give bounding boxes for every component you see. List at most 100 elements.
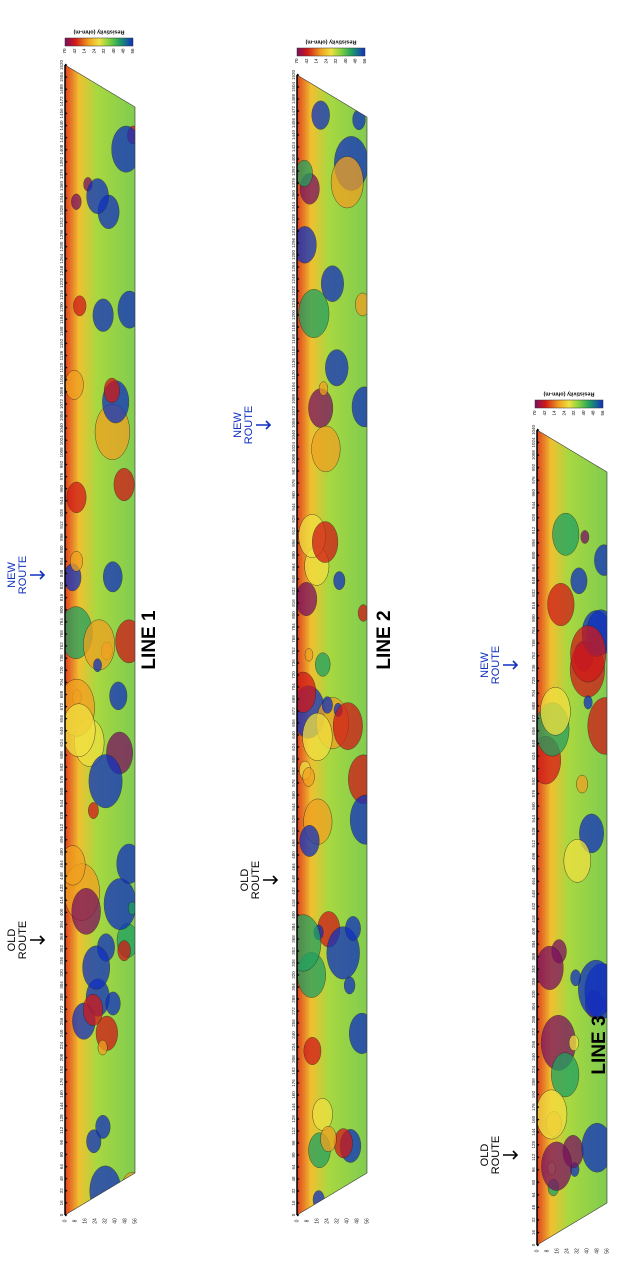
distance-tick-label: 928	[291, 515, 296, 523]
distance-tick-label: 432	[59, 884, 64, 892]
electrode	[297, 241, 300, 245]
distance-tick-label: 304	[59, 981, 64, 989]
distance-tick-label: 176	[291, 1079, 296, 1087]
distance-tick-label: 624	[291, 743, 296, 751]
distance-tick-label: 1248	[59, 265, 64, 276]
electrode	[297, 661, 300, 665]
electrode	[537, 1005, 540, 1009]
electrode	[65, 75, 68, 79]
anomaly	[92, 298, 114, 332]
electrode	[537, 1042, 540, 1046]
distance-tick-label: 112	[531, 1153, 536, 1161]
electrode	[297, 565, 300, 569]
anomaly	[580, 530, 590, 544]
electrode	[537, 829, 540, 833]
distance-tick-label: 832	[291, 587, 296, 595]
electrode	[65, 729, 68, 733]
colorbar-tick-label: 14	[552, 410, 557, 416]
distance-tick-label: 1200	[291, 309, 296, 320]
depth-tick-label: 32	[102, 1218, 108, 1224]
distance-tick-label: 432	[531, 902, 536, 910]
colorbar-tick-label: 56	[600, 410, 605, 416]
anomaly	[106, 65, 120, 87]
anomaly	[587, 697, 607, 755]
electrode	[297, 109, 300, 113]
anomaly	[537, 1089, 568, 1140]
electrode	[297, 493, 300, 497]
electrode	[65, 208, 68, 212]
distance-tick-label: 240	[59, 1029, 64, 1037]
distance-tick-label: 1120	[59, 362, 64, 372]
line-title: LINE 2	[374, 610, 395, 669]
distance-tick-label: 368	[531, 952, 536, 960]
anomaly	[103, 377, 120, 404]
electrode	[65, 910, 68, 914]
electrode	[65, 559, 68, 563]
anomaly	[116, 843, 135, 884]
distance-tick-label: 80	[59, 1151, 64, 1157]
distance-tick-label: 160	[59, 1090, 64, 1098]
distance-tick-label: 528	[531, 827, 536, 835]
electrode	[65, 983, 68, 987]
route-label: OLDROUTE	[6, 921, 29, 960]
electrode	[537, 441, 540, 445]
anomaly	[304, 648, 314, 662]
electrode	[537, 1130, 540, 1134]
anomaly	[97, 1039, 108, 1056]
electrode	[65, 172, 68, 176]
distance-tick-label: 1424	[291, 141, 296, 152]
distance-tick-label: 1088	[291, 393, 296, 404]
electrode	[537, 654, 540, 658]
electrode	[65, 705, 68, 709]
electrode	[297, 961, 300, 965]
anomaly	[65, 845, 86, 886]
distance-tick-label: 416	[291, 899, 296, 907]
electrode	[65, 789, 68, 793]
distance-tick-label: 880	[531, 551, 536, 559]
electrode	[537, 942, 540, 946]
colorbar-tick-label: 70	[294, 58, 299, 64]
electrode	[297, 1105, 300, 1109]
electrode	[297, 865, 300, 869]
distance-tick-label: 1472	[291, 105, 296, 116]
distance-tick-label: 64	[291, 1164, 296, 1170]
distance-tick-label: 640	[531, 739, 536, 747]
distance-tick-label: 944	[291, 503, 296, 511]
anomaly	[325, 349, 349, 387]
distance-tick-label: 512	[291, 827, 296, 835]
electrode	[65, 1068, 68, 1072]
distance-tick-label: 1072	[59, 398, 64, 409]
distance-tick-label: 1376	[59, 168, 64, 179]
electrode	[65, 1177, 68, 1181]
electrode	[65, 995, 68, 999]
anomaly	[321, 696, 333, 714]
anomaly	[318, 381, 329, 396]
electrode	[65, 293, 68, 297]
route-label: OLDROUTE	[479, 1136, 502, 1175]
distance-tick-label: 1392	[291, 165, 296, 176]
electrode	[537, 1093, 540, 1097]
electrode	[537, 1143, 540, 1147]
distance-tick-label: 0	[59, 1213, 64, 1216]
anomaly	[330, 156, 364, 209]
distance-tick-label: 1008	[291, 453, 296, 464]
anomaly	[95, 1115, 111, 1139]
anomaly	[111, 125, 135, 173]
electrode	[297, 601, 300, 605]
distance-tick-label: 144	[531, 1128, 536, 1136]
electrode	[297, 193, 300, 197]
distance-tick-label: 64	[531, 1192, 536, 1198]
distance-tick-label: 272	[531, 1028, 536, 1036]
anomaly	[581, 1122, 607, 1173]
distance-tick-label: 1312	[59, 217, 64, 228]
distance-tick-label: 832	[531, 589, 536, 597]
electrode	[65, 220, 68, 224]
anomaly	[547, 583, 575, 627]
electrode	[537, 466, 540, 470]
electrode	[65, 826, 68, 830]
electrode	[65, 632, 68, 636]
distance-tick-label: 656	[531, 727, 536, 735]
electrode	[537, 792, 540, 796]
distance-tick-label: 880	[291, 551, 296, 559]
distance-tick-label: 992	[531, 463, 536, 471]
